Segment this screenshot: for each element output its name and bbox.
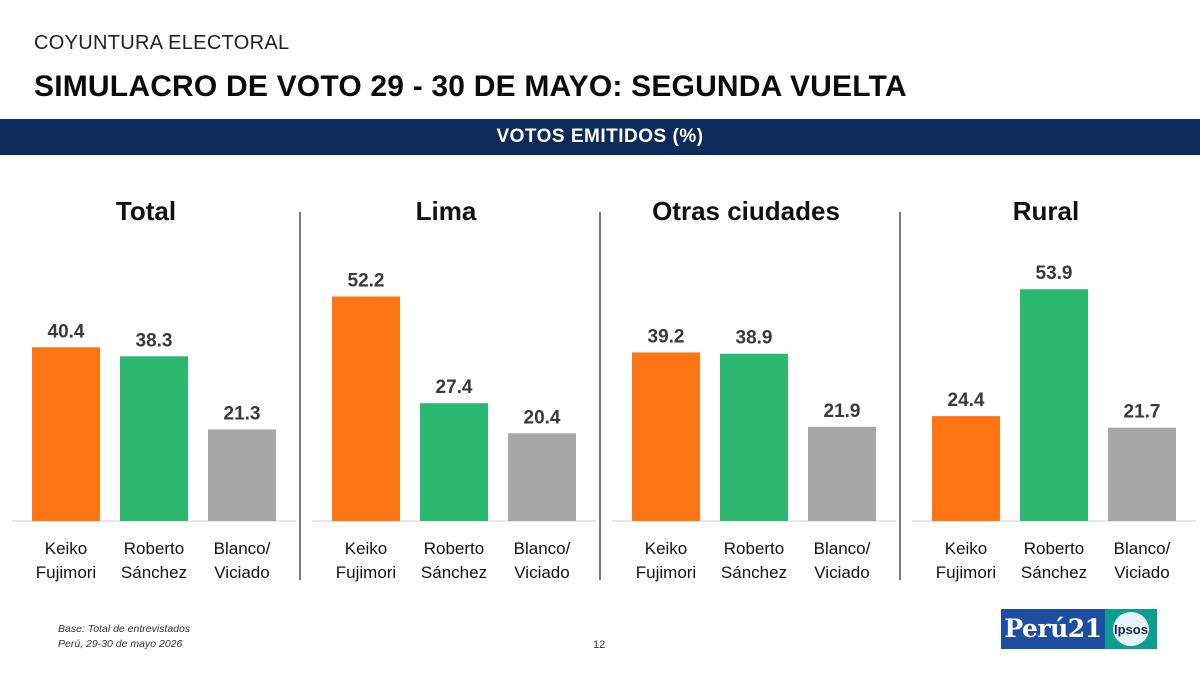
peru21-logo: Perú21 xyxy=(1001,609,1105,649)
bar-total-1 xyxy=(120,356,188,521)
subtitle-text: VOTOS EMITIDOS (%) xyxy=(496,126,704,147)
footnote: Base: Total de entrevistados Perú, 29-30… xyxy=(58,622,190,652)
value-label-lima-0: 52.2 xyxy=(348,271,385,292)
value-label-otras-ciudades-0: 39.2 xyxy=(648,326,685,347)
bar-rural-2 xyxy=(1108,427,1176,521)
category-label-otras-ciudades-1: Sánchez xyxy=(721,563,787,582)
category-label-rural-0: Keiko xyxy=(945,539,988,558)
value-label-total-1: 38.3 xyxy=(136,330,173,351)
logos: Perú21 Ipsos xyxy=(1001,609,1157,649)
page-title: SIMULACRO DE VOTO 29 - 30 DE MAYO: SEGUN… xyxy=(34,70,907,103)
category-label-total-2: Viciado xyxy=(214,563,269,582)
category-label-otras-ciudades-1: Roberto xyxy=(724,539,784,558)
bar-total-0 xyxy=(32,347,100,521)
category-label-lima-0: Keiko xyxy=(345,539,388,558)
panel-title-total: Total xyxy=(116,196,176,226)
bar-rural-0 xyxy=(932,416,1000,521)
bar-total-2 xyxy=(208,429,276,521)
category-label-rural-2: Blanco/ xyxy=(1114,539,1171,558)
charts-area: Total 40.4 Keiko Fujimori 38.3 Roberto Sánchez… xyxy=(12,196,1196,582)
value-label-total-0: 40.4 xyxy=(48,321,85,342)
footnote-place-date: Perú, 29-30 de mayo 2026 xyxy=(58,638,183,650)
bar-rural-1 xyxy=(1020,289,1088,521)
bar-otras-ciudades-1 xyxy=(720,353,788,521)
subtitle-band: VOTOS EMITIDOS (%) xyxy=(0,119,1200,155)
category-label-total-1: Sánchez xyxy=(121,563,187,582)
value-label-rural-2: 21.7 xyxy=(1124,402,1161,423)
category-label-rural-1: Sánchez xyxy=(1021,563,1087,582)
category-label-lima-0: Fujimori xyxy=(336,563,396,582)
ipsos-logo-text: Ipsos xyxy=(1114,622,1148,637)
bar-lima-1 xyxy=(420,403,488,521)
category-label-lima-1: Roberto xyxy=(424,539,484,558)
value-label-total-2: 21.3 xyxy=(224,403,261,424)
bar-otras-ciudades-0 xyxy=(632,352,700,521)
value-label-rural-1: 53.9 xyxy=(1036,263,1073,284)
value-label-otras-ciudades-1: 38.9 xyxy=(736,328,773,349)
category-label-total-2: Blanco/ xyxy=(214,539,271,558)
panel-title-otras-ciudades: Otras ciudades xyxy=(652,196,840,226)
panel-title-rural: Rural xyxy=(1013,196,1079,226)
value-label-lima-1: 27.4 xyxy=(436,377,473,398)
category-label-otras-ciudades-0: Fujimori xyxy=(636,563,696,582)
panel-title-lima: Lima xyxy=(416,196,477,226)
footnote-base: Base: Total de entrevistados xyxy=(58,623,191,635)
value-label-otras-ciudades-2: 21.9 xyxy=(824,401,861,422)
value-label-lima-2: 20.4 xyxy=(524,407,561,428)
bar-lima-0 xyxy=(332,296,400,521)
category-label-rural-2: Viciado xyxy=(1114,563,1169,582)
category-label-rural-0: Fujimori xyxy=(936,563,996,582)
ipsos-logo-circle xyxy=(1113,612,1149,646)
category-label-otras-ciudades-2: Viciado xyxy=(814,563,869,582)
ipsos-logo: Ipsos xyxy=(1105,609,1157,649)
category-label-lima-2: Blanco/ xyxy=(514,539,571,558)
category-label-rural-1: Roberto xyxy=(1024,539,1084,558)
category-label-total-0: Fujimori xyxy=(36,563,96,582)
category-label-otras-ciudades-0: Keiko xyxy=(645,539,688,558)
category-label-lima-2: Viciado xyxy=(514,563,569,582)
category-label-otras-ciudades-2: Blanco/ xyxy=(814,539,871,558)
bar-otras-ciudades-2 xyxy=(808,426,876,521)
bar-lima-2 xyxy=(508,433,576,521)
section-kicker: COYUNTURA ELECTORAL xyxy=(34,32,290,54)
page-number: 12 xyxy=(593,639,606,651)
category-label-total-1: Roberto xyxy=(124,539,184,558)
category-label-lima-1: Sánchez xyxy=(421,563,487,582)
value-label-rural-0: 24.4 xyxy=(948,390,985,411)
category-label-total-0: Keiko xyxy=(45,539,88,558)
